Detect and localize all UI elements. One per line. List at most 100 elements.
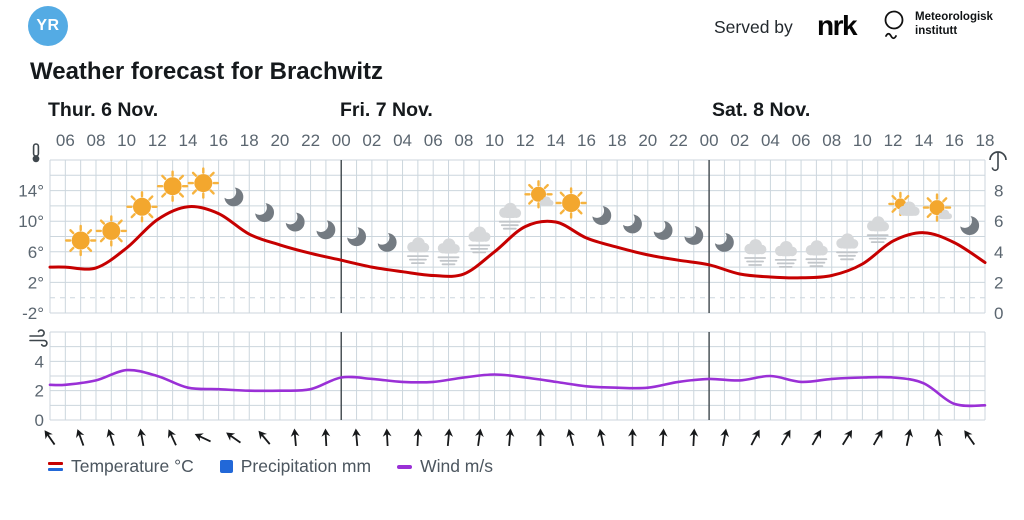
thermometer-icon [32,143,40,163]
legend-wind: Wind m/s [397,456,493,477]
wind-direction-arrow [475,428,484,447]
time-label: 04 [761,131,780,150]
wind-direction-arrow [964,430,976,446]
weather-symbols [64,167,980,268]
moon-icon [623,214,642,234]
fog-icon [805,240,828,268]
time-label: 06 [792,131,811,150]
time-label: 14 [178,131,197,150]
time-label: 16 [945,131,964,150]
wind-axis-labels-tick: 4 [35,352,44,371]
precipitation-axis-labels-tick: 8 [994,182,1003,201]
wind-direction-arrow [566,428,575,446]
moon-icon [684,226,704,245]
time-label: 22 [301,131,320,150]
time-label: 02 [730,131,749,150]
legend-label-precipitation: Precipitation mm [240,456,372,476]
time-label: 20 [270,131,289,150]
time-label: 18 [976,131,995,150]
yr-logo[interactable]: YR [28,6,68,46]
moon-icon [255,203,275,223]
met-name-line1: Meteorologisk [915,11,993,23]
time-label: 12 [516,131,535,150]
wind-direction-arrow [106,428,116,446]
time-label: 08 [454,131,473,150]
met-name-line2: institutt [915,25,958,38]
time-label: 14 [546,131,565,150]
met-institute-name: Meteorologisk institutt [915,10,993,39]
moon-icon [285,212,305,232]
sun-icon [187,167,220,199]
precipitation-axis-labels-tick: 4 [994,243,1003,262]
wind-direction-arrow [904,428,914,447]
wind-direction-arrow [841,429,853,446]
wind-axis-labels-tick: 2 [35,382,44,401]
precipitation-axis-labels-tick: 2 [994,273,1003,292]
day-divider-lines [340,160,710,420]
fog-icon [866,216,889,244]
time-label: 06 [56,131,75,150]
time-axis-labels: 06 08 10 12 14 16 18 20 22 00 02 04 06 08 10 12 14 16 18 20… [56,131,995,150]
time-label: 20 [638,131,657,150]
wind-direction-arrow [167,429,177,446]
time-label: 12 [148,131,167,150]
wind-direction-arrow [934,428,944,447]
sun-icon [126,191,158,223]
precipitation-axis-labels: 8 6 4 2 0 [994,182,1003,323]
sun-cloud-icon [524,180,554,209]
time-label: 02 [362,131,381,150]
wind-direction-arrow [352,428,361,447]
precipitation-legend-icon [219,460,233,473]
time-label: 14 [914,131,933,150]
wind-curve [48,368,987,408]
wind-direction-arrow [689,428,699,447]
fog-icon [498,202,522,230]
fog-icon [406,237,430,265]
nrk-logo[interactable]: nrk [817,10,858,41]
wind-direction-arrows [44,428,976,447]
time-label: 16 [209,131,228,150]
precipitation-axis-labels-tick: 0 [994,304,1003,323]
sun-icon [156,170,189,202]
sun-icon [95,215,128,247]
moon-icon [714,232,734,252]
temperature-axis-labels-tick: 10° [18,212,44,231]
sun-icon [555,187,587,219]
legend-label-temperature: Temperature °C [71,456,194,476]
chart-legend: Temperature °C Precipitation mm Wind m/s [48,456,493,477]
wind-direction-arrow [811,429,822,446]
wind-direction-arrow [597,428,606,447]
time-label: 18 [240,131,259,150]
fog-icon [744,239,767,266]
temperature-axis-labels: 14° 10° 6° 2° -2° [18,182,44,323]
moon-icon [347,227,367,247]
time-label: 00 [700,131,719,150]
temperature-axis-labels-tick: -2° [22,304,44,323]
time-label: 10 [485,131,504,150]
fog-icon [774,241,797,268]
fog-icon [468,226,491,254]
wind-direction-arrow [258,430,271,445]
day-header-saturday: Sat. 8 Nov. [712,99,811,121]
page-title: Weather forecast for Brachwitz [30,58,383,85]
moon-icon [653,221,673,240]
wind-legend-icon [397,464,413,469]
wind-direction-arrow [444,428,454,447]
met-institute-logo[interactable]: Meteorologisk institutt [882,10,993,42]
served-by-label: Served by [714,17,793,37]
wind-icon [29,329,48,347]
time-label: 04 [393,131,412,150]
temperature-axis-labels-tick: 2° [28,273,44,292]
time-label: 06 [424,131,443,150]
time-label: 18 [608,131,627,150]
temperature-axis-labels-tick: 6° [28,243,44,262]
wind-direction-arrow [505,428,515,447]
wind-direction-arrow [382,428,392,447]
fog-icon [437,238,460,266]
temperature-curve [48,204,987,280]
time-label: 22 [669,131,688,150]
moon-icon [224,187,244,207]
wind-direction-arrow [76,429,85,446]
